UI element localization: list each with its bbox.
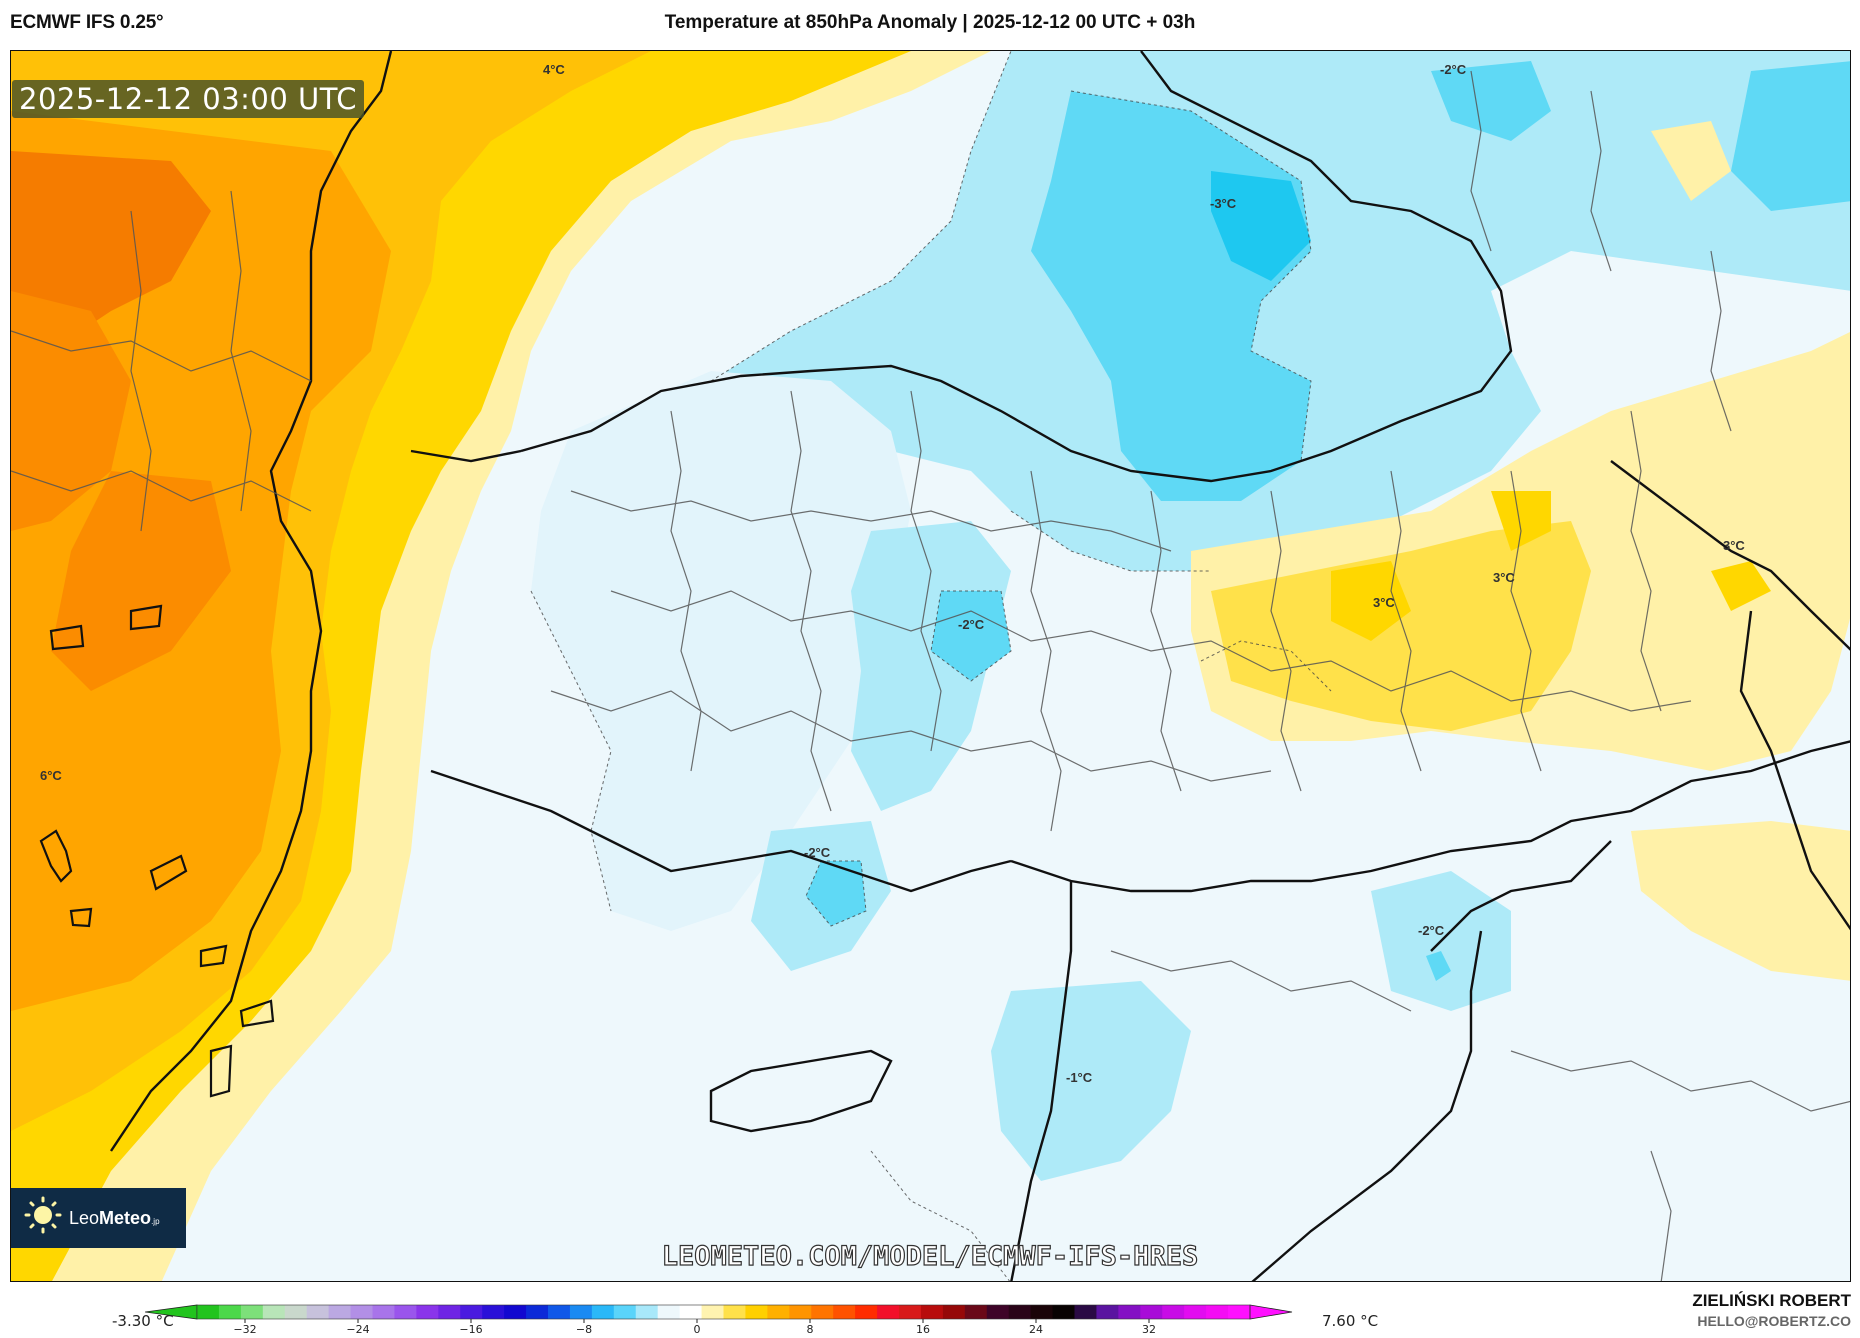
- sun-icon: [23, 1195, 69, 1241]
- colorbar-tick-label: −16: [459, 1323, 483, 1336]
- contour-label: -1°C: [1066, 1070, 1093, 1085]
- colorbar-min-value: -3.30 °C: [112, 1312, 174, 1330]
- contour-label: -2°C: [1440, 62, 1467, 77]
- colorbar-tick-label: 16: [916, 1323, 930, 1336]
- map-panel[interactable]: [10, 50, 1851, 1282]
- valid-time-badge: 2025-12-12 03:00 UTC: [12, 80, 365, 118]
- colorbar-tick-label: −24: [346, 1323, 370, 1336]
- author-credit: ZIELIŃSKI ROBERT HELLO@ROBERTZ.CO: [1692, 1291, 1851, 1329]
- contour-label: 3°C: [1373, 595, 1395, 610]
- contour-label: 3°C: [1493, 570, 1515, 585]
- colorbar-tick-label: −8: [575, 1323, 593, 1336]
- author-name: ZIELIŃSKI ROBERT: [1692, 1291, 1851, 1310]
- colorbar-tick-label: −32: [233, 1323, 257, 1336]
- contour-label: -2°C: [958, 617, 985, 632]
- colorbar-tick-label: 24: [1029, 1323, 1043, 1336]
- contour-label: -2°C: [804, 845, 831, 860]
- colorbar-gradient: [145, 1304, 1293, 1323]
- chart-title: Temperature at 850hPa Anomaly | 2025-12-…: [664, 12, 1196, 33]
- logo-suffix: .jp: [151, 1216, 160, 1226]
- contour-label: -2°C: [1418, 923, 1445, 938]
- contour-label: 4°C: [543, 62, 565, 77]
- contour-label: -3°C: [1210, 196, 1237, 211]
- source-watermark: LEOMETEO.COM/MODEL/ECMWF-IFS-HRES: [661, 1240, 1199, 1272]
- leometeo-logo[interactable]: LeoMeteo.jp: [11, 1188, 186, 1248]
- logo-text-bold: Meteo: [99, 1207, 152, 1228]
- colorbar-tick-label: 8: [806, 1323, 814, 1336]
- anomaly-map-canvas: [11, 51, 1850, 1281]
- logo-text-light: Leo: [69, 1207, 100, 1228]
- author-email: HELLO@ROBERTZ.CO: [1697, 1313, 1851, 1329]
- contour-label: 3°C: [1723, 538, 1745, 553]
- model-name: ECMWF IFS 0.25°: [10, 12, 164, 33]
- colorbar-max-value: 7.60 °C: [1322, 1312, 1379, 1330]
- contour-label: 6°C: [40, 768, 62, 783]
- colorbar-legend: -3.30 °C −32 −24 −16 −8 0 8 16 24 32 7.60 °C: [0, 1296, 1860, 1338]
- colorbar-tick-label: 32: [1142, 1323, 1156, 1336]
- logo-wordmark: LeoMeteo.jp: [69, 1208, 160, 1229]
- colorbar-tick-label: 0: [693, 1323, 701, 1336]
